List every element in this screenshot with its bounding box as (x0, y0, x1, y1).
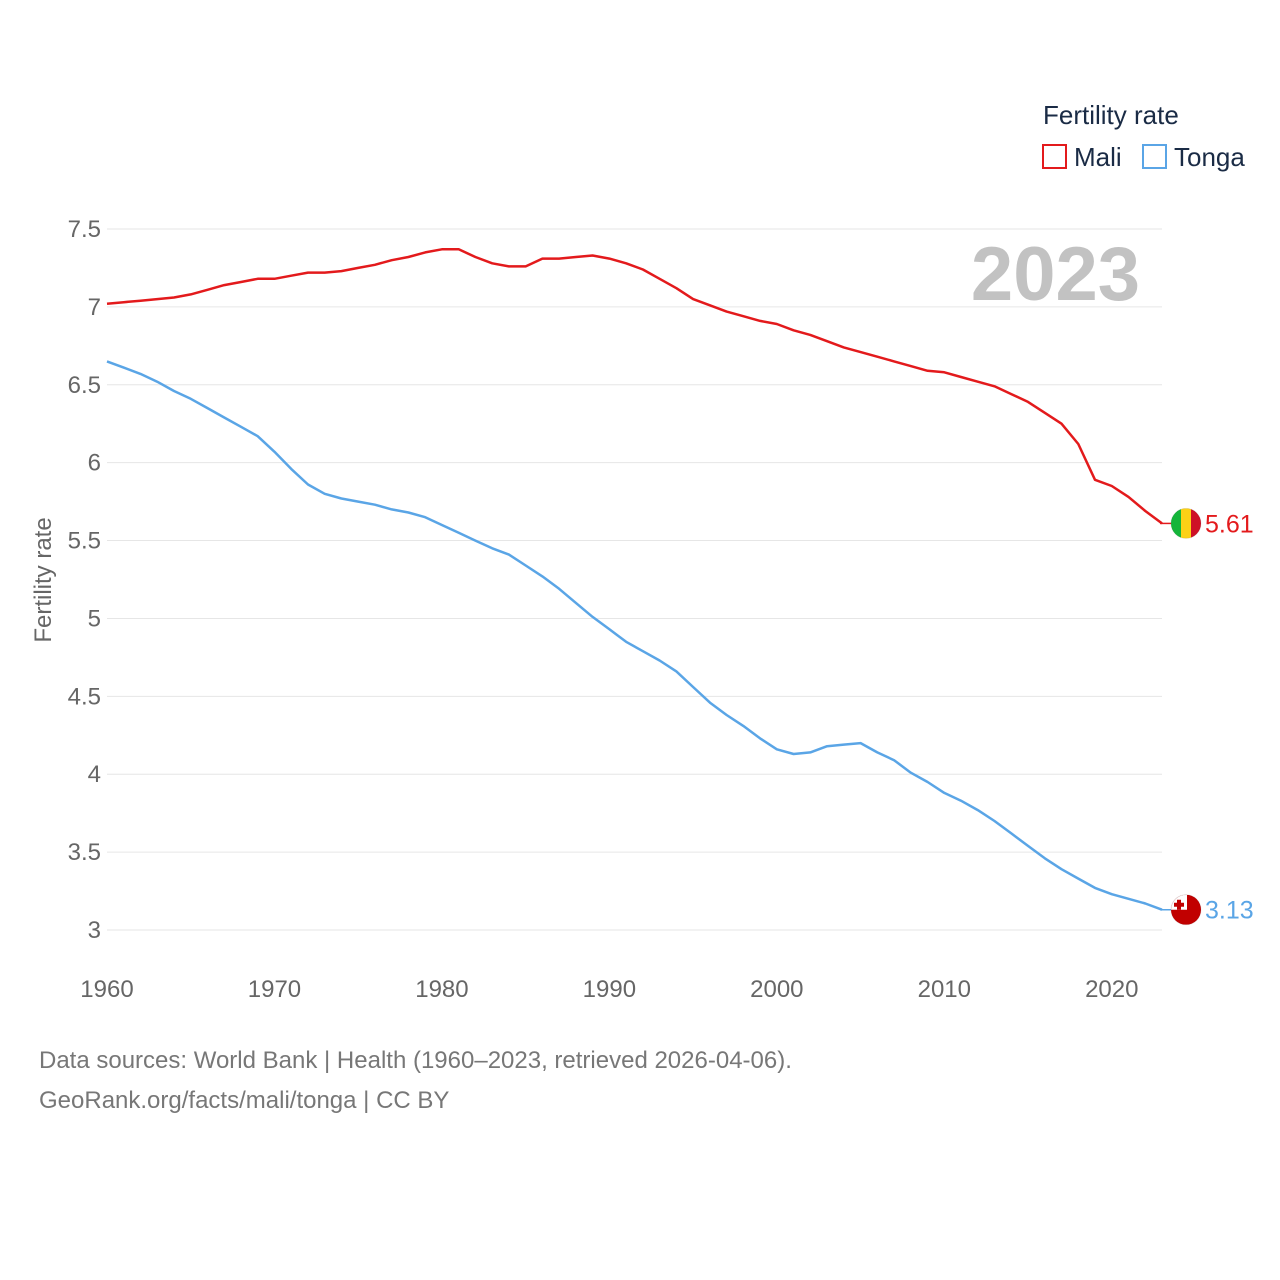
mali-flag-icon (1171, 508, 1201, 539)
y-axis-title: Fertility rate (30, 517, 57, 642)
x-tick-label: 2010 (918, 976, 971, 1003)
footer-source: Data sources: World Bank | Health (1960–… (39, 1047, 792, 1074)
legend-item-mali[interactable]: Mali (1042, 142, 1122, 172)
footer-link: GeoRank.org/facts/mali/tonga | CC BY (39, 1087, 449, 1114)
end-value-label: 5.61 (1205, 510, 1254, 538)
legend-swatch (1142, 144, 1167, 169)
y-tick-label: 7.5 (68, 216, 101, 243)
y-tick-label: 5 (88, 605, 101, 632)
y-tick-label: 6 (88, 450, 101, 477)
y-tick-label: 4.5 (68, 683, 101, 710)
x-tick-label: 1980 (415, 976, 468, 1003)
y-tick-label: 5.5 (68, 528, 101, 555)
end-value-label: 3.13 (1205, 897, 1254, 925)
y-tick-label: 7 (88, 294, 101, 321)
series-line-tonga (106, 360, 1163, 911)
series-lines (106, 248, 1163, 911)
x-tick-label: 2000 (750, 976, 803, 1003)
legend-label: Mali (1074, 142, 1122, 172)
y-tick-label: 6.5 (68, 372, 101, 399)
y-tick-label: 3 (88, 917, 101, 944)
x-tick-label: 1990 (583, 976, 636, 1003)
grid (107, 228, 1162, 931)
x-tick-label: 2020 (1085, 976, 1138, 1003)
series-line-mali (106, 248, 1163, 525)
tonga-flag-icon (1171, 894, 1201, 925)
end-marker-mali: 5.61 (1160, 507, 1254, 539)
end-markers: 5.61 3.13 (1160, 507, 1254, 926)
footer: Data sources: World Bank | Health (1960–… (39, 1047, 792, 1114)
x-tick-label: 1970 (248, 976, 301, 1003)
y-tick-label: 4 (88, 761, 101, 788)
x-axis: 1960 1970 1980 1990 2000 2010 2020 (80, 976, 1138, 1003)
legend: Fertility rate Mali Tonga (1042, 100, 1245, 172)
year-watermark: 2023 (971, 232, 1140, 317)
y-axis: 7.5 7 6.5 6 5.5 5 4.5 4 3.5 3 (68, 216, 101, 944)
legend-label: Tonga (1174, 142, 1245, 172)
end-marker-tonga: 3.13 (1160, 894, 1254, 926)
legend-item-tonga[interactable]: Tonga (1142, 142, 1245, 172)
legend-swatch (1042, 144, 1067, 169)
y-tick-label: 3.5 (68, 839, 101, 866)
legend-title: Fertility rate (1043, 100, 1179, 130)
x-tick-label: 1960 (80, 976, 133, 1003)
